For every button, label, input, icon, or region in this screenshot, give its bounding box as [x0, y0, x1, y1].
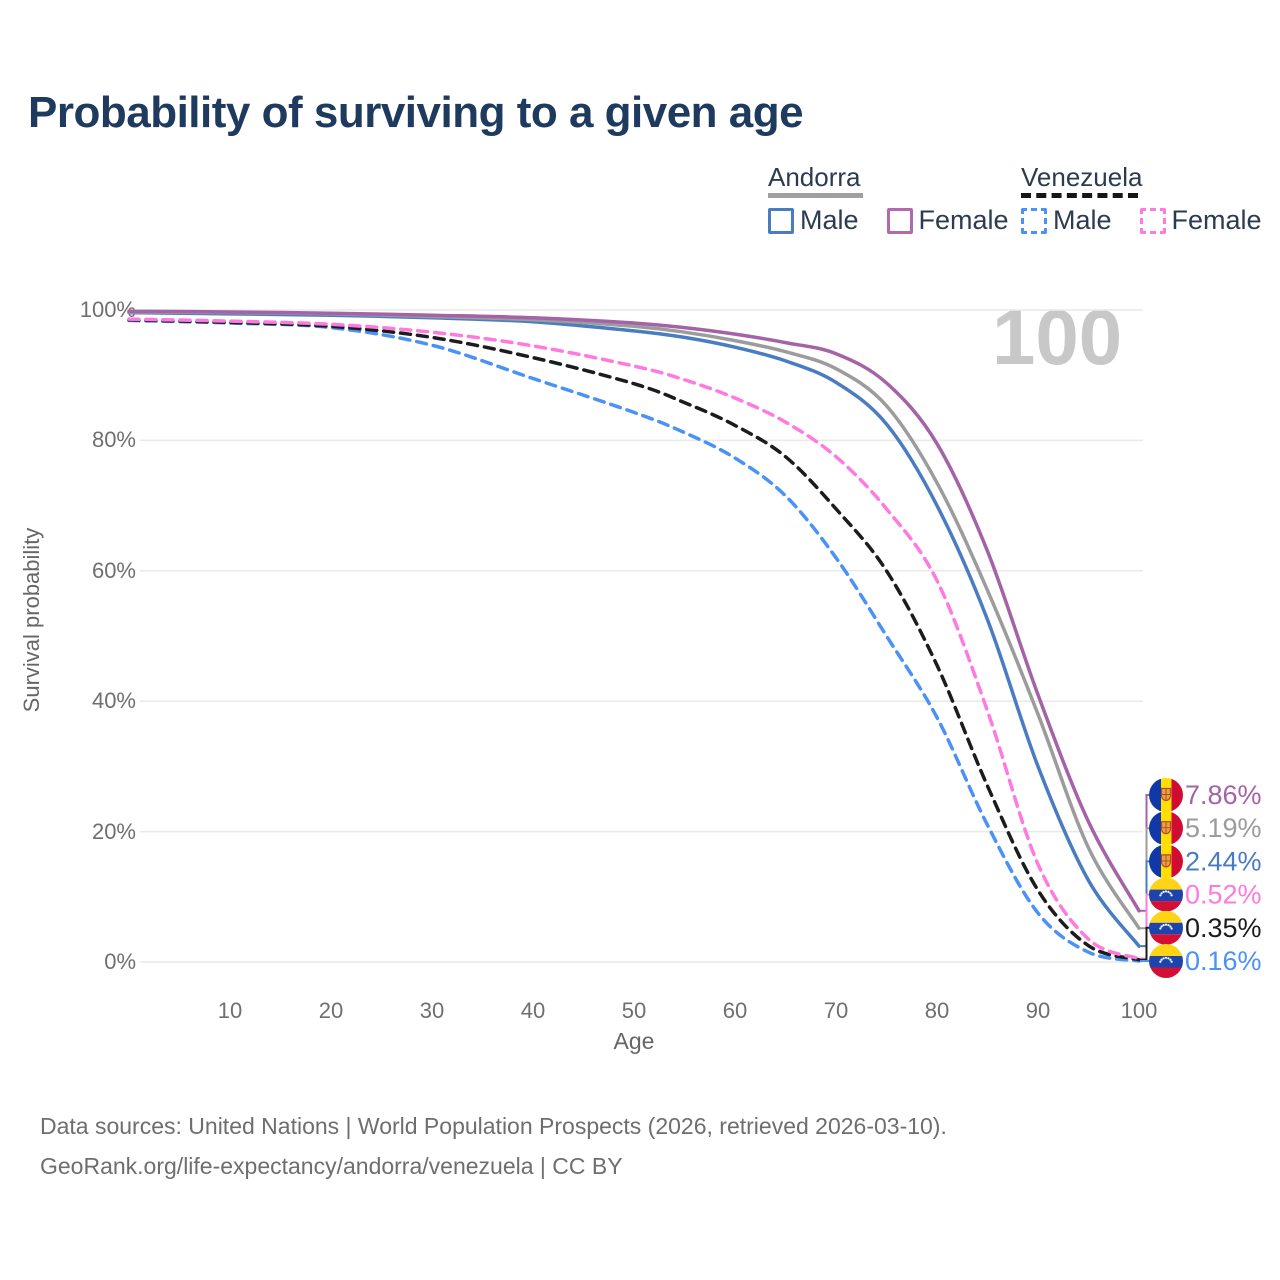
curve-venezuela-both-sexes — [127, 318, 1141, 962]
x-tick-label: 50 — [621, 998, 647, 1023]
y-tick-label: 80% — [91, 427, 136, 453]
x-tick-label: 60 — [722, 998, 748, 1023]
legend-swatch-andorra-male — [768, 207, 794, 234]
curve-andorra-male — [127, 310, 1141, 948]
y-tick-label: 0% — [104, 949, 136, 974]
curve-venezuela-male — [127, 318, 1141, 963]
end-label-value: 0.35% — [1185, 913, 1262, 943]
legend-row-venezuela: Male Female — [1021, 205, 1262, 236]
legend-label-venezuela-male: Male — [1053, 205, 1112, 235]
x-tick-label: 30 — [419, 998, 445, 1023]
andorra-flag-icon — [1149, 811, 1183, 846]
legend-country-venezuela: Venezuela — [1021, 162, 1143, 192]
legend-line-venezuela — [1021, 193, 1138, 198]
y-tick-label: 40% — [91, 688, 136, 714]
x-tick-label: 40 — [520, 998, 546, 1023]
legend-row-andorra: Male Female — [768, 205, 1009, 236]
legend-label-andorra-female: Female — [918, 205, 1009, 235]
x-tick-label: 70 — [823, 998, 849, 1023]
curve-andorra-female — [127, 309, 1141, 913]
end-label-value: 5.19% — [1185, 813, 1262, 843]
footer-attribution: GeoRank.org/life-expectancy/andorra/vene… — [40, 1153, 623, 1179]
curve-venezuela-female — [127, 317, 1141, 961]
legend-line-andorra — [768, 193, 863, 198]
end-label-value: 7.86% — [1185, 780, 1262, 810]
legend-country-andorra: Andorra — [768, 162, 861, 192]
x-tick-label: 10 — [217, 998, 243, 1023]
x-tick-label: 20 — [318, 998, 344, 1023]
andorra-flag-icon — [1149, 778, 1183, 812]
legend-label-venezuela-female: Female — [1171, 205, 1262, 235]
x-tick-label: 80 — [924, 998, 950, 1023]
legend-label-andorra-male: Male — [800, 205, 859, 235]
venezuela-flag-icon — [1149, 944, 1183, 978]
legend-swatch-venezuela-female — [1139, 207, 1166, 234]
legend-swatch-venezuela-male — [1021, 207, 1047, 234]
chart-title: Probability of surviving to a given age — [28, 88, 804, 137]
x-tick-label: 100 — [1120, 998, 1158, 1023]
end-label-value: 0.52% — [1185, 880, 1262, 910]
x-axis-title: Age — [613, 1028, 655, 1054]
y-tick-label: 100% — [79, 297, 136, 322]
x-tick-label: 90 — [1025, 998, 1051, 1023]
end-label-value: 2.44% — [1185, 846, 1262, 876]
end-label-connector — [1140, 926, 1151, 961]
end-label-value: 0.16% — [1185, 946, 1262, 976]
venezuela-flag-icon — [1149, 877, 1183, 912]
venezuela-flag-icon — [1149, 910, 1183, 945]
end-label-connector — [1140, 893, 1151, 960]
legend-swatch-andorra-female — [886, 207, 913, 234]
footer-sources: Data sources: United Nations | World Pop… — [40, 1113, 947, 1139]
footer: Data sources: United Nations | World Pop… — [40, 1106, 947, 1186]
age-watermark: 100 — [992, 293, 1123, 381]
andorra-flag-icon — [1149, 844, 1183, 879]
y-tick-label: 60% — [91, 557, 136, 583]
y-tick-label: 20% — [91, 818, 136, 844]
